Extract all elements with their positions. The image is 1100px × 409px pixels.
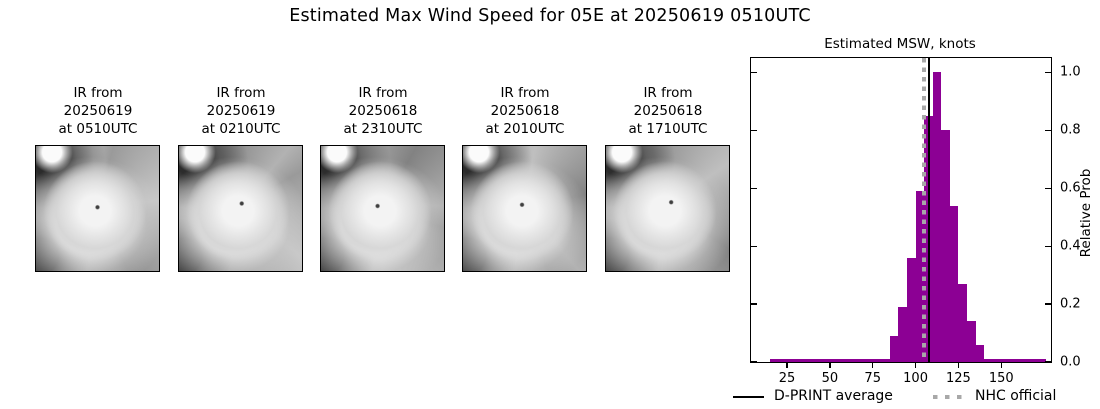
x-tick	[1000, 362, 1002, 368]
sat-caption-date: 20250618	[490, 103, 560, 119]
x-tick-label: 100	[903, 371, 928, 386]
d-print-average-line	[928, 58, 931, 362]
histogram-plot: 25 50 75 100 125 150 0.0 0.2 0.4 0.6 0.8 1.0	[750, 57, 1081, 386]
legend-label-nhc-official: NHC official	[975, 388, 1057, 404]
x-tick	[872, 362, 874, 368]
x-tick	[829, 362, 831, 368]
x-tick	[786, 362, 788, 368]
y-tick-label: 0.0	[1060, 354, 1081, 370]
histogram-bar	[958, 283, 967, 362]
sat-caption-time: at 0510UTC	[58, 121, 138, 137]
sat-caption-line: IR from	[500, 85, 550, 101]
histogram-bar	[932, 72, 942, 362]
satellite-ir-image	[462, 145, 587, 272]
y-tick-left	[751, 361, 757, 363]
y-tick-label: 0.6	[1060, 180, 1081, 196]
y-tick-label: 1.0	[1060, 64, 1081, 80]
histogram-bar	[975, 344, 985, 362]
chart-title: Estimated MSW, knots	[824, 36, 976, 52]
y-tick-right	[1045, 245, 1051, 247]
y-tick-left	[751, 303, 757, 305]
legend-label-dprint-average: D-PRINT average	[774, 388, 893, 404]
y-tick-right	[1045, 71, 1051, 74]
y-tick-label: 0.2	[1060, 296, 1081, 312]
satellite-ir-image	[605, 145, 730, 272]
y-tick-right	[1045, 129, 1051, 132]
histogram-bar	[889, 335, 899, 362]
figure-title: Estimated Max Wind Speed for 05E at 2025…	[289, 6, 811, 26]
sat-caption-line: IR from	[643, 85, 693, 101]
histogram-bar	[898, 307, 907, 362]
sat-caption-line: IR from	[216, 85, 266, 101]
x-tick-label: 25	[778, 371, 796, 386]
bars-layer	[751, 58, 1051, 362]
satellite-ir-image	[35, 145, 160, 272]
y-tick-left	[751, 187, 757, 189]
x-tick-label: 125	[946, 371, 971, 386]
x-tick-label: 50	[821, 371, 839, 386]
y-tick-right	[1045, 361, 1051, 363]
y-tick-left	[751, 129, 757, 132]
satellite-panel-2: IR from 20250619 at 0210UTC	[178, 84, 304, 272]
legend-swatch-dprint-average	[733, 396, 764, 399]
x-tick-label: 75	[864, 371, 881, 386]
y-tick-left	[751, 71, 757, 74]
satellite-panel-1: IR from 20250619 at 0510UTC	[35, 84, 161, 272]
sat-caption-date: 20250618	[633, 103, 703, 119]
nhc-official-line	[922, 58, 927, 362]
y-tick-right	[1045, 303, 1051, 305]
satellite-panel-5: IR from 20250618 at 1710UTC	[605, 84, 731, 272]
sat-caption-date: 20250619	[206, 103, 276, 119]
legend-swatch-nhc-official	[933, 395, 967, 400]
y-tick-left	[751, 245, 757, 247]
satellite-ir-image	[178, 145, 303, 272]
sat-caption-time: at 2010UTC	[485, 121, 565, 137]
satellite-panel-3: IR from 20250618 at 2310UTC	[320, 84, 446, 272]
satellite-panel-4: IR from 20250618 at 2010UTC	[462, 84, 588, 272]
histogram-bar	[915, 191, 925, 362]
histogram-bar	[967, 321, 976, 362]
sat-caption-line: IR from	[358, 85, 408, 101]
satellite-ir-image	[320, 145, 445, 272]
y-axis-label: Relative Prob	[1078, 168, 1094, 258]
histogram-bar	[941, 130, 950, 362]
sat-caption-time: at 1710UTC	[628, 121, 708, 137]
y-tick-label: 0.8	[1060, 122, 1081, 138]
x-tick	[957, 362, 960, 368]
sat-caption-date: 20250618	[348, 103, 418, 119]
y-tick-label: 0.4	[1060, 238, 1081, 254]
y-tick-right	[1045, 187, 1051, 189]
sat-caption-time: at 2310UTC	[343, 121, 423, 137]
sat-caption-time: at 0210UTC	[201, 121, 281, 137]
histogram-bar	[949, 205, 959, 362]
sat-caption-line: IR from	[73, 85, 123, 101]
x-tick-label: 150	[988, 371, 1014, 386]
sat-caption-date: 20250619	[63, 103, 133, 119]
x-tick	[914, 362, 917, 368]
histogram-bar	[907, 257, 916, 362]
